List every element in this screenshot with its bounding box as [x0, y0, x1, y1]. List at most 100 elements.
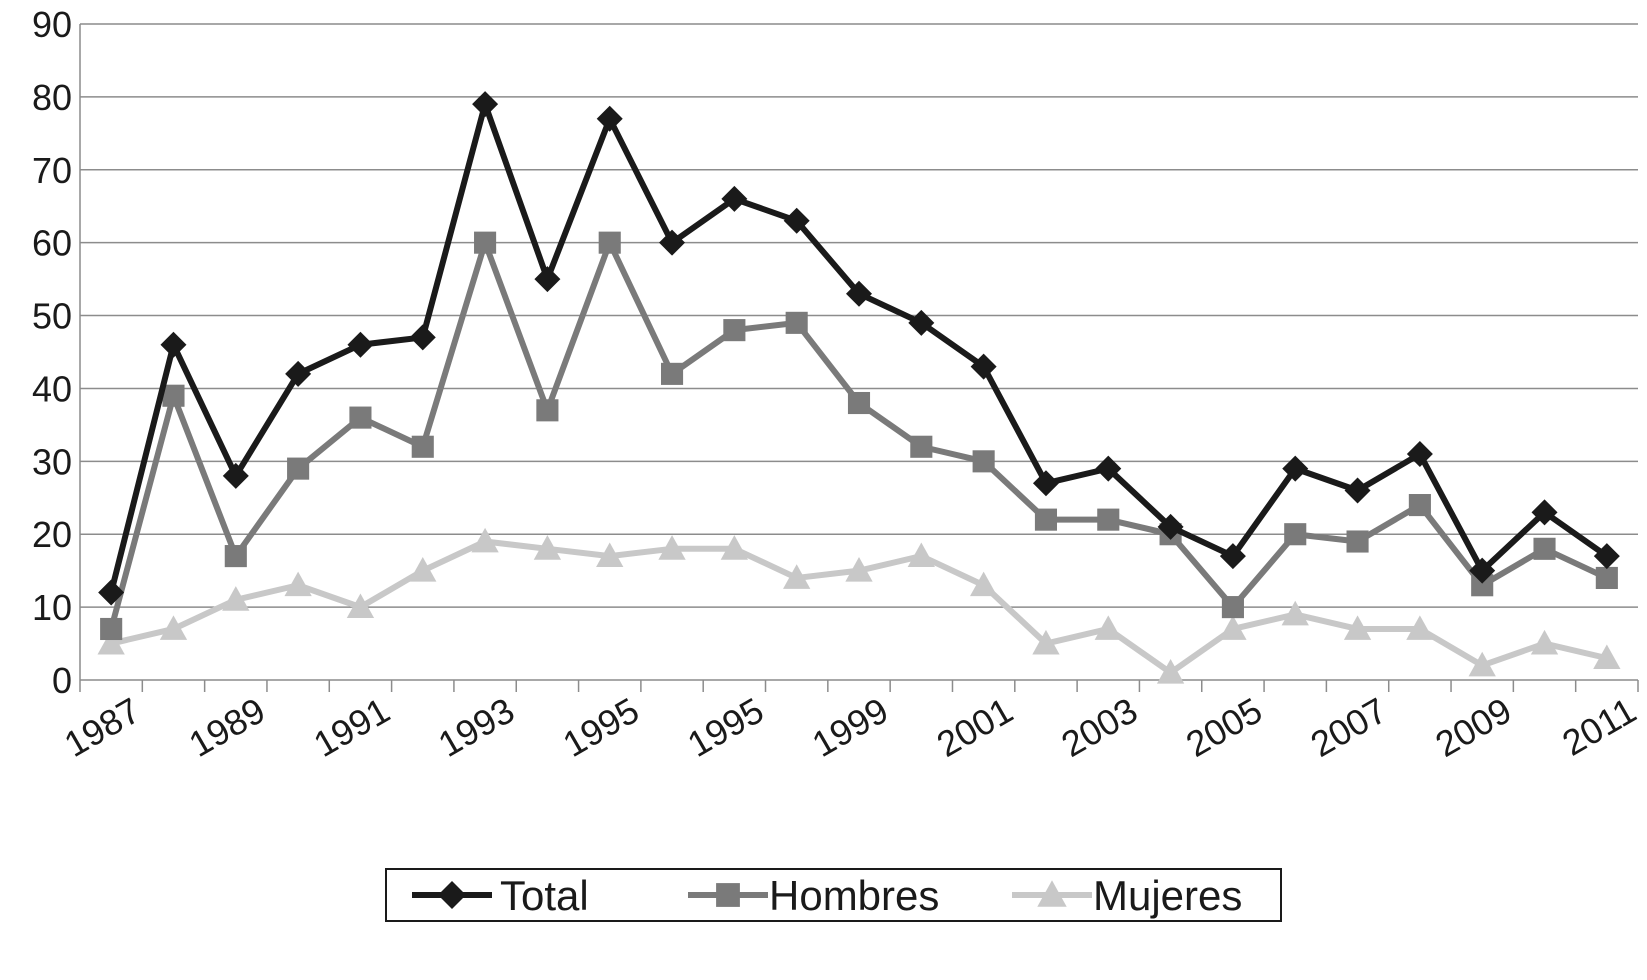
data-point-hombres [162, 384, 185, 407]
legend: Total Hombres Mujeres [385, 868, 1282, 922]
x-tick-label: 2005 [1179, 689, 1269, 765]
y-tick-label: 0 [52, 660, 72, 701]
series-line-total [108, 101, 1609, 594]
series-group [97, 91, 1621, 684]
legend-label-mujeres: Mujeres [1093, 872, 1242, 919]
data-point-total [472, 91, 499, 118]
y-tick-label: 80 [32, 77, 72, 118]
x-tick-label: 1993 [431, 689, 521, 765]
data-point-mujeres [1032, 629, 1060, 655]
data-point-hombres [847, 391, 871, 415]
data-point-total [1282, 455, 1309, 482]
data-point-hombres [785, 311, 808, 334]
data-point-hombres [1221, 596, 1244, 619]
data-point-total [1406, 441, 1433, 468]
y-tick-label: 20 [32, 514, 72, 555]
data-point-total [1531, 499, 1558, 526]
series-hombres [100, 231, 1618, 641]
y-axis: 0 10 20 30 40 50 60 70 80 90 [32, 4, 81, 701]
data-point-mujeres [1094, 615, 1122, 640]
x-tick-label: 1989 [182, 689, 272, 765]
data-point-mujeres [97, 629, 125, 655]
data-point-mujeres [658, 535, 686, 560]
data-point-hombres [1284, 523, 1307, 546]
data-point-hombres [411, 435, 434, 458]
data-point-total [1095, 455, 1122, 482]
data-point-hombres [1097, 508, 1120, 531]
data-point-total [1344, 477, 1371, 504]
data-point-mujeres [533, 535, 562, 560]
data-point-hombres [1034, 508, 1058, 531]
data-point-mujeres [159, 615, 188, 640]
data-point-mujeres [1156, 659, 1185, 684]
data-point-mujeres [1406, 615, 1434, 640]
data-point-mujeres [346, 593, 375, 619]
data-point-mujeres [1593, 644, 1621, 670]
y-tick-label: 70 [32, 150, 72, 191]
x-tick-label: 1995 [680, 689, 770, 765]
data-point-hombres [1533, 537, 1556, 560]
data-point-mujeres [907, 542, 935, 568]
series-mujeres [97, 527, 1621, 684]
data-point-hombres [723, 319, 746, 342]
data-point-mujeres [222, 586, 250, 611]
x-tick-label: 2009 [1428, 689, 1518, 765]
data-point-hombres [287, 457, 310, 480]
y-tick-label: 10 [32, 587, 72, 628]
data-point-total [1593, 543, 1620, 570]
data-point-total [783, 207, 810, 234]
data-point-total [970, 353, 997, 380]
data-point-total [285, 360, 312, 387]
data-point-total [908, 309, 935, 336]
data-point-total [721, 185, 748, 212]
data-point-total [1032, 470, 1059, 497]
grid-lines [80, 23, 1638, 608]
data-point-hombres [349, 406, 372, 429]
data-point-hombres [1595, 566, 1618, 590]
data-point-hombres [1471, 574, 1494, 597]
data-point-hombres [660, 362, 684, 385]
y-tick-label: 30 [32, 441, 72, 482]
x-axis: 1987 1989 1991 1993 1995 1995 1999 2001 2003 2005… [57, 679, 1643, 765]
data-point-hombres [972, 450, 995, 473]
legend-label-total: Total [500, 872, 589, 919]
data-point-total [98, 579, 125, 606]
x-tick-label: 2011 [1555, 689, 1643, 763]
data-point-total [596, 105, 623, 132]
data-point-hombres [910, 435, 933, 458]
data-point-total [1219, 543, 1246, 570]
y-tick-label: 60 [32, 223, 72, 264]
data-point-mujeres [284, 571, 312, 597]
data-point-mujeres [969, 571, 998, 597]
data-point-total [1157, 513, 1184, 540]
x-tick-label: 2007 [1304, 689, 1394, 765]
data-point-mujeres [845, 557, 873, 582]
legend-marker-total [438, 881, 466, 909]
x-tick-label: 2001 [930, 689, 1020, 765]
data-point-mujeres [720, 535, 749, 560]
data-point-total [1469, 557, 1496, 584]
data-point-total [160, 331, 187, 358]
series-total [98, 91, 1620, 606]
data-point-total [222, 462, 249, 489]
data-point-hombres [1408, 494, 1431, 517]
data-point-hombres [1346, 530, 1369, 553]
data-point-hombres [598, 231, 621, 254]
data-point-total [409, 324, 436, 351]
data-point-total [846, 280, 872, 307]
data-point-hombres [536, 399, 559, 422]
y-tick-label: 90 [32, 4, 72, 45]
legend-label-hombres: Hombres [769, 872, 939, 919]
data-point-mujeres [409, 557, 437, 582]
y-tick-label: 40 [32, 368, 72, 409]
legend-marker-mujeres [1037, 880, 1067, 907]
data-point-hombres [474, 231, 497, 254]
legend-marker-hombres [716, 883, 740, 907]
data-point-mujeres [1343, 615, 1372, 640]
x-tick-label: 1995 [556, 689, 646, 765]
data-point-mujeres [1468, 651, 1496, 677]
y-tick-label: 50 [32, 296, 72, 337]
data-point-total [534, 266, 561, 293]
x-tick-label: 1991 [307, 689, 397, 765]
